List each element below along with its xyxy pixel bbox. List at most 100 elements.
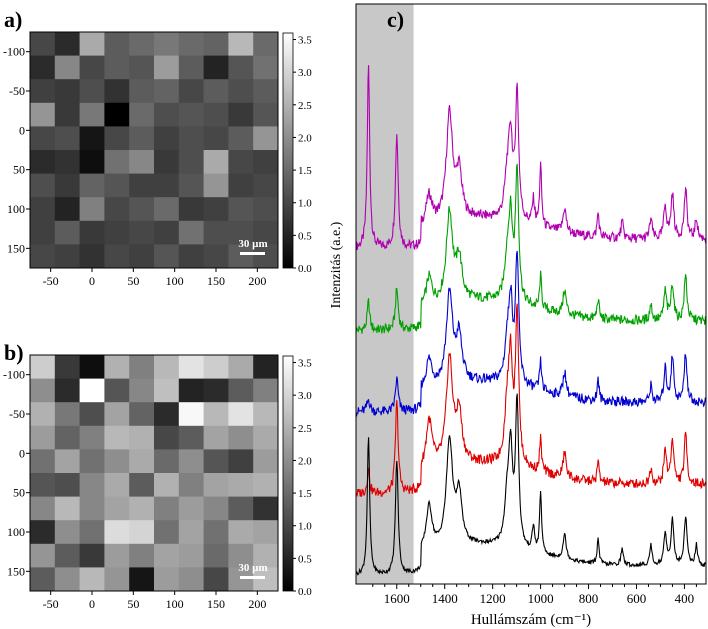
panel-label-a: a) [4, 7, 22, 32]
colorbar-tick-label: 2.0 [298, 132, 312, 144]
heatmap-cell [203, 402, 229, 427]
heatmap-cell [129, 32, 155, 56]
spectra-lines [355, 65, 707, 576]
heatmap-cell [154, 150, 180, 174]
heatmap-cell [154, 449, 180, 474]
heatmap-cell [30, 543, 56, 568]
heatmap-cell [154, 378, 180, 403]
y-tick-label: 100 [7, 525, 25, 539]
heatmap-cell [203, 32, 229, 56]
x-tick-label: -50 [43, 274, 59, 288]
heatmap-cell [203, 355, 229, 379]
heatmap-cell [253, 425, 279, 450]
heatmap-cell [228, 220, 254, 245]
heatmap-cell [30, 449, 56, 474]
y-tick-label: 150 [7, 241, 25, 255]
heatmap-cell [54, 55, 80, 80]
heatmap-cell [104, 102, 130, 127]
heatmap-cell [228, 520, 254, 545]
spectra-panel-c: c) 1600 1400 1200 1000 800 600 400 Hullámszám … [329, 3, 707, 628]
heatmap-cell [154, 402, 180, 427]
heatmap-cell [228, 449, 254, 474]
y-tick-label: -50 [9, 407, 25, 421]
heatmap-panel-b: b) -50 0 50 100 150 200 -100 -50 0 50 100 150 30 µ… [3, 340, 312, 611]
heatmap-cell [54, 425, 80, 450]
x-tick-label: 100 [166, 274, 184, 288]
heatmap-cell [253, 567, 279, 592]
heatmap-cell [129, 220, 155, 245]
x-tick-label: 0 [89, 597, 95, 611]
heatmap-cell [30, 520, 56, 545]
heatmap-cell [79, 520, 105, 545]
heatmap-cell [30, 425, 56, 450]
heatmap-cell [79, 355, 105, 379]
heatmap-cell [154, 79, 180, 104]
colorbar-tick-label: 2.5 [298, 423, 312, 435]
heatmap-cell [154, 244, 180, 269]
heatmap-panel-a: a) -50 0 50 100 150 200 -100 -50 0 50 100 150 30 µ… [3, 7, 312, 288]
heatmap-cell [154, 567, 180, 592]
x-tick-label: 0 [89, 274, 95, 288]
heatmap-cell [154, 220, 180, 245]
heatmap-cell [30, 32, 56, 56]
y-tick-label: -100 [3, 45, 25, 59]
heatmap-cell [228, 102, 254, 127]
heatmap-cell [253, 355, 279, 379]
heatmap-cell [54, 150, 80, 174]
heatmap-cell [228, 473, 254, 497]
heatmap-cell [154, 520, 180, 545]
heatmap-cell [104, 449, 130, 474]
spectrum-line [355, 65, 707, 252]
heatmap-cell [104, 543, 130, 568]
heatmap-cell [203, 173, 229, 198]
heatmap-cell [104, 55, 130, 80]
heatmap-cell [154, 425, 180, 450]
heatmap-cell [79, 473, 105, 497]
y-tick-label: 0 [19, 123, 25, 137]
heatmap-cell [104, 425, 130, 450]
heatmap-cell [79, 32, 105, 56]
colorbar-gradient-bar [282, 355, 294, 592]
heatmap-cell [154, 473, 180, 497]
heatmap-cell [253, 220, 279, 245]
heatmap-cells-b [30, 355, 279, 592]
heatmap-cell [203, 425, 229, 450]
heatmap-cell [54, 449, 80, 474]
heatmap-cell [253, 543, 279, 568]
heatmap-cell [104, 567, 130, 592]
heatmap-cell [253, 520, 279, 545]
heatmap-cell [203, 496, 229, 521]
heatmap-cell [30, 102, 56, 127]
heatmap-cell [253, 55, 279, 80]
heatmap-cell [154, 173, 180, 198]
heatmap-cell [228, 567, 254, 592]
colorbar-b: 0.0 0.5 1.0 1.5 2.0 2.5 3.0 3.5 [282, 355, 312, 598]
heatmap-cell [178, 32, 204, 56]
heatmap-cell [129, 449, 155, 474]
heatmap-cell [54, 126, 80, 151]
x-tick-label: 150 [207, 274, 225, 288]
x-axis-c: 1600 1400 1200 1000 800 600 400 [372, 584, 697, 606]
colorbar-tick-label: 3.0 [298, 390, 312, 402]
heatmap-cell [178, 220, 204, 245]
heatmap-cell [178, 150, 204, 174]
heatmap-cell [79, 449, 105, 474]
heatmap-cell [178, 55, 204, 80]
y-tick-label: -50 [9, 84, 25, 98]
heatmap-cell [54, 543, 80, 568]
heatmap-cell [79, 496, 105, 521]
heatmap-cell [104, 220, 130, 245]
y-axis-a: -100 -50 0 50 100 150 [3, 45, 30, 255]
spectrum-line [355, 250, 707, 417]
heatmap-cell [178, 543, 204, 568]
x-axis-label-c: Hullámszám (cm⁻¹) [471, 612, 591, 628]
heatmap-cell [30, 473, 56, 497]
heatmap-cell [30, 79, 56, 104]
colorbar-tick-label: 2.0 [298, 455, 312, 467]
x-tick-label: 50 [127, 274, 139, 288]
heatmap-cell [228, 150, 254, 174]
colorbar-tick-label: 1.0 [298, 198, 312, 210]
scale-bar-label-a: 30 µm [238, 238, 267, 250]
heatmap-cell [104, 173, 130, 198]
x-tick-label: 400 [675, 591, 695, 606]
